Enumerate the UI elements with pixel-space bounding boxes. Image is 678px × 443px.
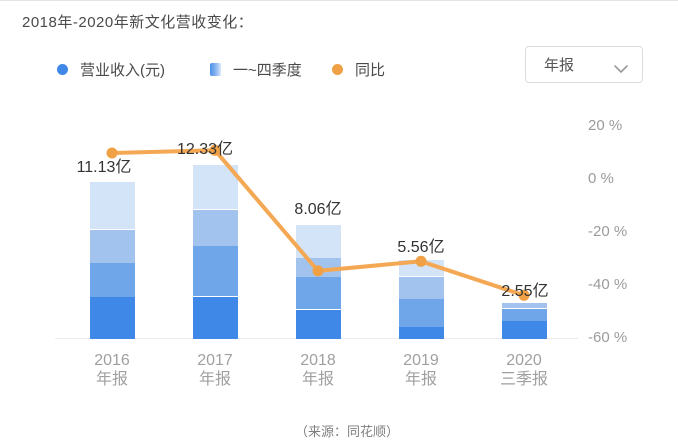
chevron-down-icon [613,61,629,79]
bar-segment [89,296,135,339]
bar-segment [89,262,135,297]
y-axis-tick-label: 20 % [588,116,623,134]
x-axis-tick-label: 2019 年报 [403,352,439,388]
x-axis-tick-label: 2018 年报 [300,352,336,388]
bar-segment [295,258,341,278]
y-axis-tick-label: 0 % [588,170,614,187]
legend-item-quarters[interactable]: 一~四季度 [210,61,302,79]
y-axis-tick-label: -60 % [588,329,628,347]
page-title: 2018年-2020年新文化营收变化： [22,14,254,31]
bar-value-label: 2.55亿 [501,283,549,300]
dropdown-selected-value: 年报 [544,57,575,74]
bar-segment [501,320,547,339]
legend-item-revenue[interactable]: 营业收入(元) [57,61,165,79]
quarters-legend-bar-icon [210,62,221,76]
x-axis-tick-label: 2017 年报 [197,352,233,388]
bar-segment [89,229,135,263]
bar-value-label: 12.33亿 [176,141,234,158]
bar-segment [398,298,444,327]
report-period-dropdown[interactable]: 年报 [525,46,643,83]
bar-value-label: 8.06亿 [294,201,342,218]
legend-item-yoy[interactable]: 同比 [332,61,386,79]
bar-segment [398,276,444,299]
bar-segment [192,164,238,210]
bar-segment [192,296,238,339]
x-axis-tick-label: 2020 三季报 [499,352,548,388]
bar-value-label: 11.13亿 [76,159,132,176]
legend-item-label: 营业收入(元) [80,61,165,79]
legend-item-label: 同比 [355,61,386,79]
bar-segment [501,308,547,321]
bar-segment [501,302,547,309]
x-axis-tick-label: 2016 年报 [94,352,130,388]
bar-segment [89,181,135,230]
bar-segment [398,260,444,277]
y-axis-tick-label: -20 % [588,223,628,241]
bar-segment [295,224,341,259]
bar-segment [192,245,238,297]
legend-item-label: 一~四季度 [233,61,302,79]
bar-segment [295,277,341,310]
bar-segment [398,326,444,339]
yoy-legend-dot-icon [332,63,343,75]
revenue-legend-dot-icon [57,63,68,75]
bar-segment [192,209,238,246]
y-axis-tick-label: -40 % [588,276,628,294]
source-note: （来源：同花顺） [294,424,399,439]
bar-segment [295,309,341,339]
x-axis-line [55,338,578,339]
bar-value-label: 5.56亿 [397,239,445,256]
